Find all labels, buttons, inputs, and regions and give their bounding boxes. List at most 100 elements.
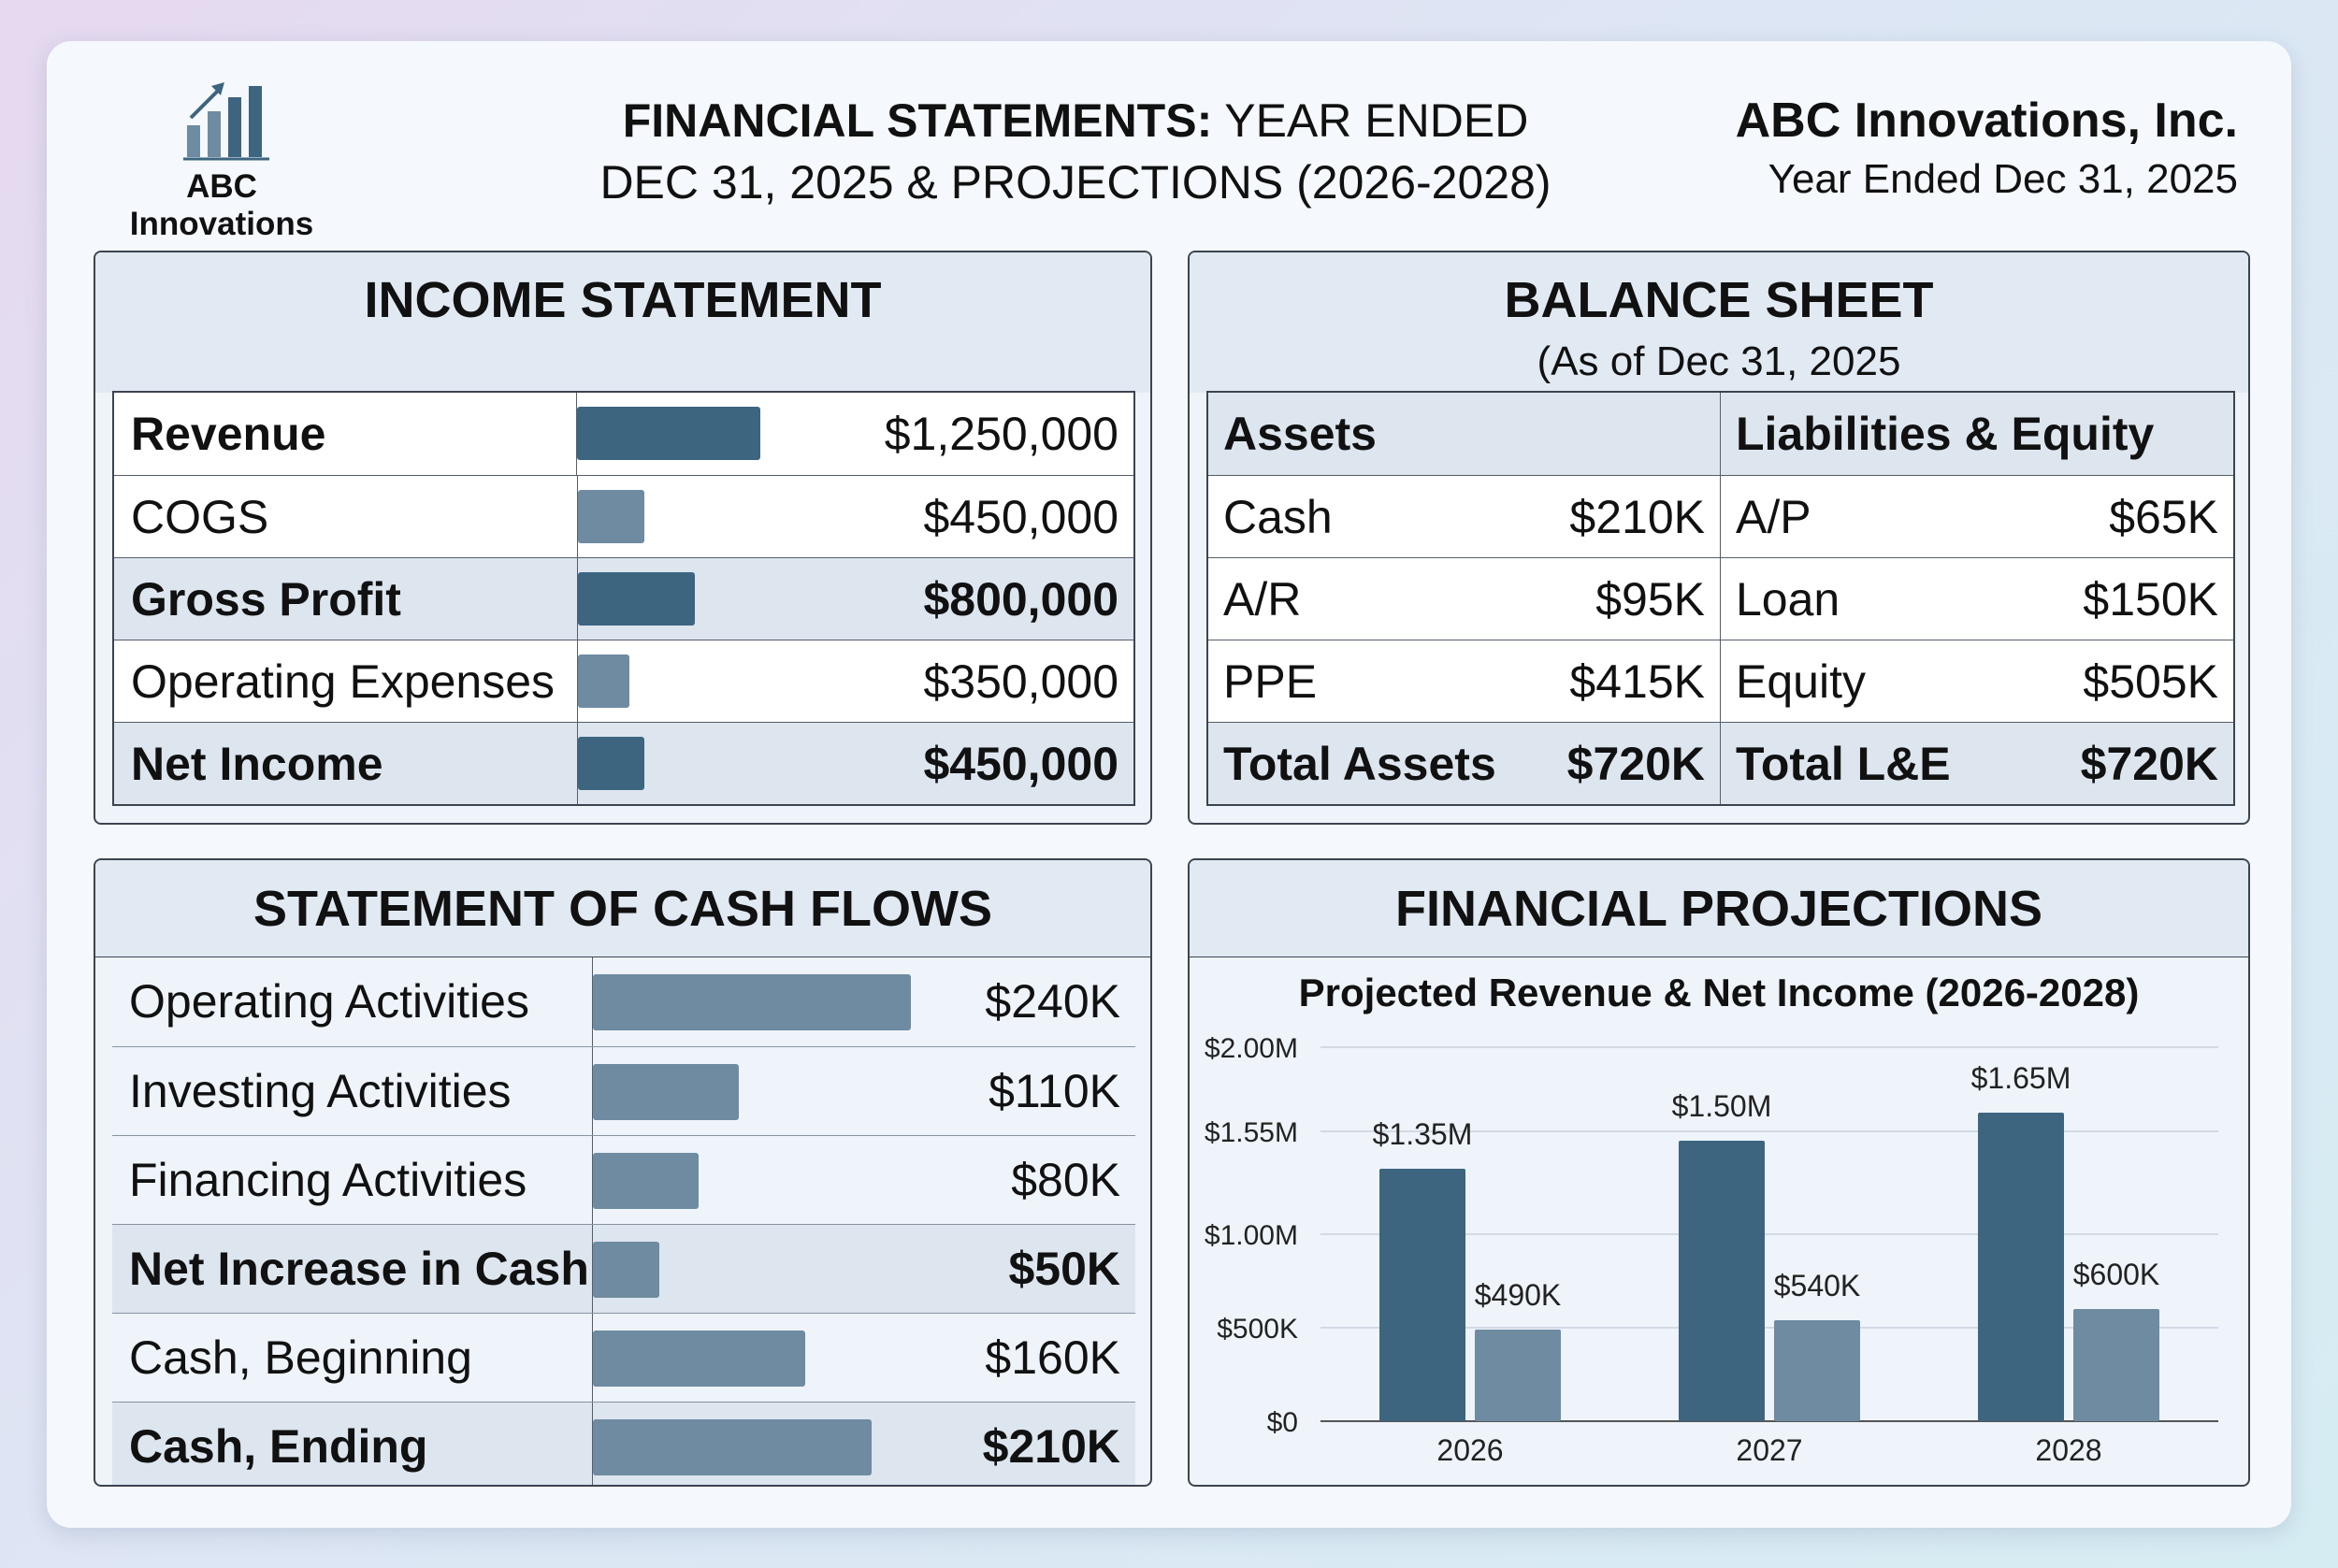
cash-flow-row: Operating Activities $240K [112, 957, 1135, 1046]
liability-value: $505K [2083, 655, 2218, 708]
asset-value: $210K [1569, 490, 1705, 543]
page-title: FINANCIAL STATEMENTS: YEAR ENDED DEC 31,… [561, 90, 1590, 213]
cash-flow-label: Cash, Beginning [112, 1314, 593, 1402]
cash-flow-panel: STATEMENT OF CASH FLOWS Operating Activi… [94, 858, 1152, 1487]
y-tick-label: $0 [1267, 1407, 1298, 1438]
bar-value-label: $490K [1475, 1278, 1562, 1312]
cash-flow-value: $80K [1011, 1154, 1120, 1206]
projection-bar-chart: $0 $500K $1.00M $1.55M $2.00M $1.35M $490K 2026… [1205, 1033, 2218, 1467]
cash-flow-bar-cell [593, 957, 911, 1046]
cash-flow-bar-cell [593, 1225, 911, 1313]
balance-row: Total Assets $720K Total L&E $720K [1208, 722, 2233, 804]
x-tick-label: 2027 [1736, 1433, 1802, 1467]
cash-flow-bar [593, 1064, 739, 1120]
asset-value: $415K [1569, 655, 1705, 708]
asset-value: $95K [1595, 572, 1705, 626]
cash-flow-row: Cash, Ending $210K [112, 1402, 1135, 1485]
income-row: Revenue $1,250,000 [114, 393, 1133, 475]
income-bar [578, 490, 644, 543]
cash-flow-bar [593, 1331, 805, 1387]
income-row-value: $1,250,000 [884, 408, 1118, 460]
income-bar [578, 572, 696, 626]
cash-flow-bar-cell [593, 1403, 911, 1485]
liability-label: Equity [1736, 655, 1866, 708]
income-row: Operating Expenses $350,000 [114, 640, 1133, 722]
income-row-label: Revenue [114, 393, 577, 475]
income-bar-cell [578, 723, 887, 804]
liability-cell: Total L&E $720K [1721, 723, 2233, 804]
bar-value-label: $1.50M [1672, 1089, 1772, 1123]
income-row: Gross Profit $800,000 [114, 557, 1133, 640]
income-bar [578, 655, 629, 708]
liability-cell: A/P $65K [1721, 476, 2233, 557]
bar-value-label: $540K [1774, 1269, 1861, 1302]
income-row-value: $800,000 [923, 573, 1118, 626]
cash-flow-bar-cell [593, 1136, 911, 1224]
y-tick-label: $2.00M [1205, 1033, 1298, 1064]
income-row: COGS $450,000 [114, 475, 1133, 557]
balance-sheet-subtitle: (As of Dec 31, 2025 [1537, 338, 1901, 384]
income-bar-cell [578, 640, 887, 722]
title-bold: FINANCIAL STATEMENTS: [622, 94, 1213, 147]
cash-flow-bar-cell [593, 1047, 911, 1135]
projection-bar [2073, 1309, 2159, 1421]
projection-bar [1679, 1141, 1765, 1421]
liability-label: Total L&E [1736, 737, 1951, 790]
cash-flow-value: $50K [1008, 1243, 1120, 1295]
cash-flow-row: Investing Activities $110K [112, 1046, 1135, 1135]
y-tick-label: $500K [1217, 1314, 1298, 1345]
y-tick-label: $1.00M [1205, 1220, 1298, 1251]
income-row: Net Income $450,000 [114, 722, 1133, 804]
projections-title: FINANCIAL PROJECTIONS [1190, 860, 2248, 957]
projection-bar [1475, 1330, 1561, 1421]
liability-value: $65K [2109, 490, 2218, 543]
income-bar [576, 407, 760, 460]
balance-row: Cash $210K A/P $65K [1208, 475, 2233, 557]
income-statement-title: INCOME STATEMENT [95, 252, 1150, 393]
title-line2: DEC 31, 2025 & PROJECTIONS (2026-2028) [599, 156, 1551, 209]
income-bar-cell [578, 476, 887, 557]
income-row-value: $450,000 [923, 491, 1118, 543]
bar-value-label: $1.35M [1373, 1117, 1473, 1151]
income-row-value: $450,000 [923, 738, 1118, 790]
company-info: ABC Innovations, Inc. Year Ended Dec 31,… [1736, 90, 2238, 208]
cash-flow-label: Cash, Ending [112, 1403, 593, 1485]
asset-value: $720K [1566, 737, 1705, 790]
bar-chart-logo-icon [183, 82, 269, 161]
liability-label: A/P [1736, 490, 1811, 543]
income-row-label: Operating Expenses [114, 640, 578, 722]
income-row-label: Net Income [114, 723, 578, 804]
cash-flow-row: Cash, Beginning $160K [112, 1313, 1135, 1402]
cash-flow-label: Operating Activities [112, 957, 593, 1046]
asset-label: Cash [1223, 490, 1333, 543]
income-statement-table: Revenue $1,250,000 COGS $450,000 Gross Profi… [112, 391, 1135, 806]
cash-flow-bar-cell [593, 1314, 911, 1402]
company-name: ABC Innovations, Inc. [1735, 94, 2238, 148]
balance-sheet-header-row: Assets Liabilities & Equity [1208, 393, 2233, 475]
chart-title: Projected Revenue & Net Income (2026-202… [1298, 971, 2140, 1014]
cash-flow-bar [593, 1242, 659, 1298]
x-tick-label: 2026 [1436, 1433, 1503, 1467]
income-statement-panel: INCOME STATEMENT Revenue $1,250,000 COGS $4… [94, 251, 1152, 825]
bar-value-label: $1.65M [1971, 1061, 2071, 1095]
company-logo: ABC Innovations [105, 79, 339, 242]
x-tick-label: 2028 [2035, 1433, 2101, 1467]
income-bar [578, 737, 644, 790]
cash-flow-value: $240K [985, 975, 1120, 1028]
asset-label: A/R [1223, 572, 1302, 626]
cash-flow-row: Net Increase in Cash $50K [112, 1224, 1135, 1313]
asset-cell: A/R $95K [1208, 558, 1721, 640]
cash-flow-title: STATEMENT OF CASH FLOWS [95, 860, 1150, 957]
cash-flow-bar [593, 1153, 700, 1209]
cash-flow-bar [593, 974, 911, 1030]
bar-value-label: $600K [2073, 1258, 2160, 1291]
logo-text: ABC Innovations [129, 168, 314, 242]
cash-flow-label: Net Increase in Cash [112, 1225, 593, 1313]
income-row-label: COGS [114, 476, 578, 557]
liability-cell: Loan $150K [1721, 558, 2233, 640]
cash-flow-value: $160K [985, 1331, 1120, 1384]
balance-row: PPE $415K Equity $505K [1208, 640, 2233, 722]
income-row-value: $350,000 [923, 655, 1118, 708]
income-bar-cell [576, 393, 885, 475]
liability-value: $720K [2080, 737, 2218, 790]
